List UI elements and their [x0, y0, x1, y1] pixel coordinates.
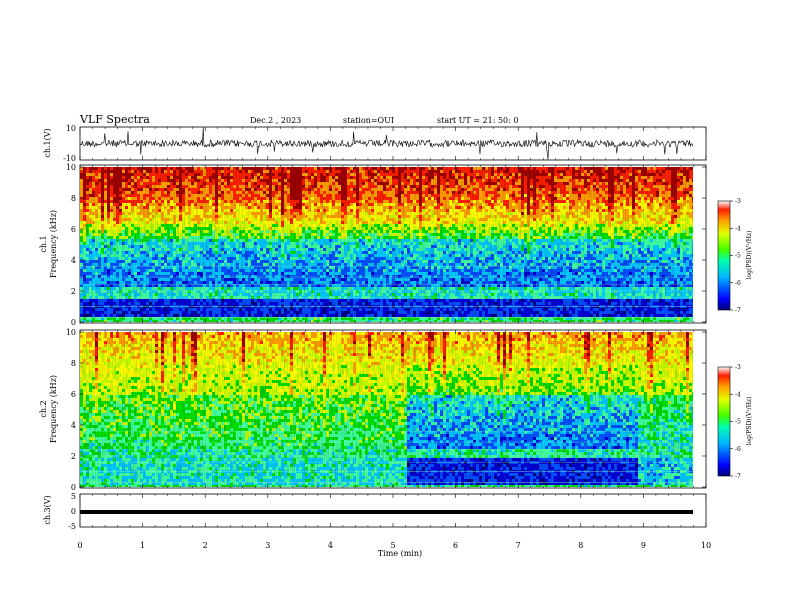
ch1-waveform-trace — [79, 127, 694, 160]
ch1-waveform-panel: 10 -10 ch.1(V) — [43, 124, 707, 163]
station-label: station=OUI — [343, 116, 394, 125]
ch1-ytick-top: 10 — [66, 124, 76, 133]
figure-title: VLF Spectra — [79, 113, 150, 126]
date-label: Dec.2 , 2023 — [250, 116, 301, 125]
start-time-label: start UT = 21: 50: 0 — [437, 116, 518, 125]
ch1-ytick-bottom: -10 — [63, 154, 76, 163]
ch1-waveform-ylabel: ch.1(V) — [43, 128, 52, 157]
